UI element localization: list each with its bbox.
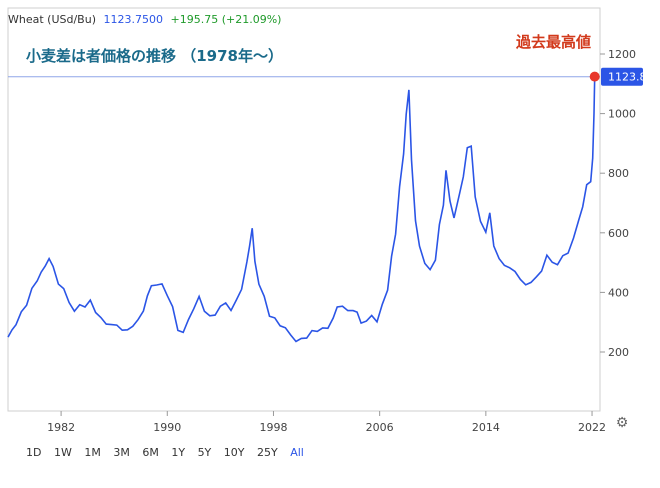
y-tick-label: 400: [608, 286, 629, 299]
price-tag: 1123.8: [601, 67, 647, 86]
range-1m[interactable]: 1M: [84, 446, 101, 459]
range-1w[interactable]: 1W: [53, 446, 72, 459]
x-axis: 1982 1990 1998 2006 2014 2022: [47, 411, 606, 434]
y-axis: 200 400 600 800 1000 1200: [600, 48, 636, 359]
peak-annotation: 過去最高値: [516, 33, 592, 51]
y-tick-label: 200: [608, 346, 629, 359]
range-3m[interactable]: 3M: [113, 446, 130, 459]
range-selector: 1D 1W 1M 3M 6M 1Y 5Y 10Y 25Y All: [26, 446, 313, 459]
x-tick-label: 2014: [472, 421, 500, 434]
y-tick-label: 800: [608, 167, 629, 180]
x-tick-label: 1998: [259, 421, 287, 434]
x-tick-label: 1982: [47, 421, 75, 434]
peak-marker: [589, 71, 600, 82]
range-1y[interactable]: 1Y: [171, 446, 186, 459]
x-tick-label: 2022: [578, 421, 606, 434]
range-1d[interactable]: 1D: [26, 446, 42, 459]
price-tag-text: 1123.8: [608, 71, 647, 84]
x-tick-label: 2006: [366, 421, 394, 434]
price-tag-background: [601, 67, 643, 86]
plot-border: [7, 7, 601, 412]
y-tick-label: 1000: [608, 108, 636, 121]
range-6m[interactable]: 6M: [142, 446, 159, 459]
instrument-name: Wheat (USd/Bu): [8, 13, 96, 26]
range-10y[interactable]: 10Y: [223, 446, 245, 459]
y-tick-label: 600: [608, 227, 629, 240]
chart-title: 小麦差は者価格の推移 （1978年～）: [26, 47, 283, 65]
chart-frame: [7, 7, 601, 412]
range-25y[interactable]: 25Y: [257, 446, 278, 459]
range-all[interactable]: All: [290, 446, 304, 459]
x-tick-label: 1990: [153, 421, 181, 434]
gear-icon[interactable]: ⚙: [615, 415, 629, 431]
instrument-header: Wheat (USd/Bu) 1123.7500 +195.75 (+21.09…: [8, 13, 281, 26]
instrument-price: 1123.7500: [103, 13, 164, 26]
y-tick-label: 1200: [608, 48, 636, 61]
range-5y[interactable]: 5Y: [197, 446, 212, 459]
instrument-change: +195.75 (+21.09%): [170, 13, 282, 26]
series-line: [7, 76, 596, 343]
